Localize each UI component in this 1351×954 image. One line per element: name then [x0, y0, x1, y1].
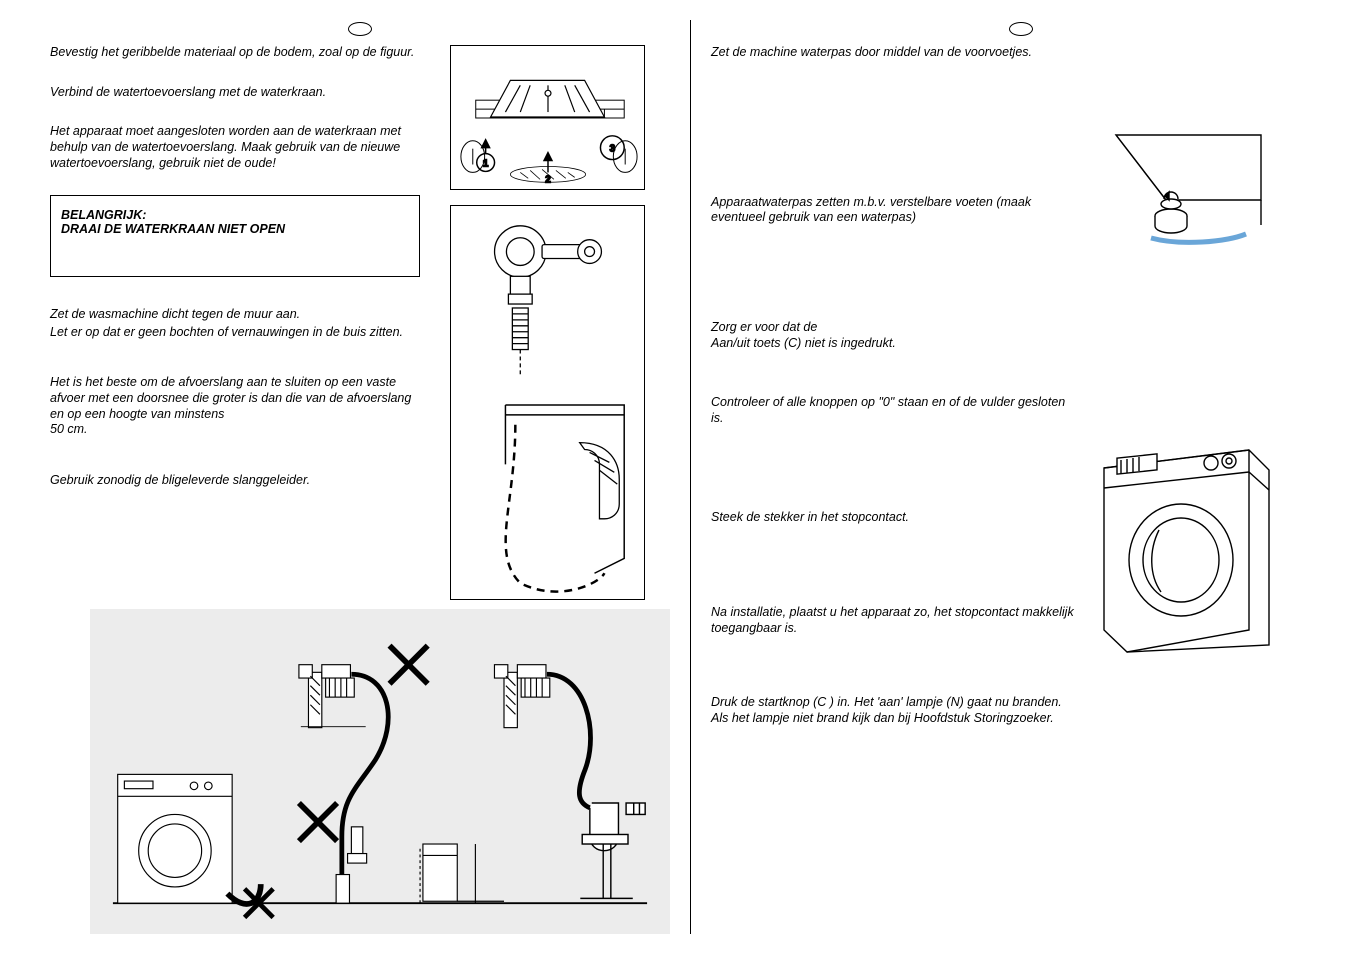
- tap-guide-icon: [451, 205, 644, 600]
- figure-machine-front: [1099, 430, 1274, 655]
- para-must-connect: Het apparaat moet aangesloten worden aan…: [50, 124, 420, 171]
- para-50cm: 50 cm.: [50, 422, 420, 438]
- bottom-plate-icon: 1 2 3: [451, 45, 644, 190]
- machine-front-icon: [1099, 430, 1274, 655]
- important-box: BELANGRIJK: DRAAI DE WATERKRAAN NIET OPE…: [50, 195, 420, 277]
- para-drain: Het is het beste om de afvoerslang aan t…: [50, 375, 420, 422]
- para-attach-material: Bevestig het geribbelde materiaal op de …: [50, 45, 420, 61]
- para-no-kinks: Let er op dat er geen bochten of vernauw…: [50, 325, 420, 341]
- para-level-feet: Zet de machine waterpas door middel van …: [711, 45, 1081, 61]
- para-onoff-b: Aan/uit toets (C) niet is ingedrukt.: [711, 336, 1081, 352]
- para-onoff-a: Zorg er voor dat de: [711, 320, 1081, 336]
- para-guide: Gebruik zonodig de bligeleverde slanggel…: [50, 473, 420, 489]
- right-figure-column: [1081, 20, 1291, 934]
- important-text: DRAAI DE WATERKRAAN NIET OPEN: [61, 222, 409, 236]
- binding-ring-left: [346, 20, 374, 40]
- para-plug-in: Steek de stekker in het stopcontact.: [711, 510, 1081, 526]
- para-adjustable-feet: Apparaatwaterpas zetten m.b.v. verstelba…: [711, 195, 1081, 226]
- para-accessible: Na installatie, plaatst u het apparaat z…: [711, 605, 1081, 636]
- figure-adjustable-foot: [1106, 130, 1266, 250]
- figure-drain-setups: [90, 609, 670, 934]
- right-text-column: Zet de machine waterpas door middel van …: [711, 20, 1081, 934]
- para-connect-hose: Verbind de watertoevoerslang met de wate…: [50, 85, 420, 101]
- important-label: BELANGRIJK:: [61, 208, 409, 222]
- para-knobs-zero: Controleer of alle knoppen op "0" staan …: [711, 395, 1081, 426]
- para-against-wall: Zet de wasmachine dicht tegen de muur aa…: [50, 307, 420, 323]
- drain-setups-icon: [100, 617, 660, 927]
- adjustable-foot-icon: [1106, 130, 1266, 250]
- para-start-button: Druk de startknop (C ) in. Het 'aan' lam…: [711, 695, 1081, 726]
- figure-bottom-plate: 1 2 3: [450, 45, 645, 190]
- figure-tap-and-guide: [450, 205, 645, 600]
- binding-ring-right: [1007, 20, 1035, 40]
